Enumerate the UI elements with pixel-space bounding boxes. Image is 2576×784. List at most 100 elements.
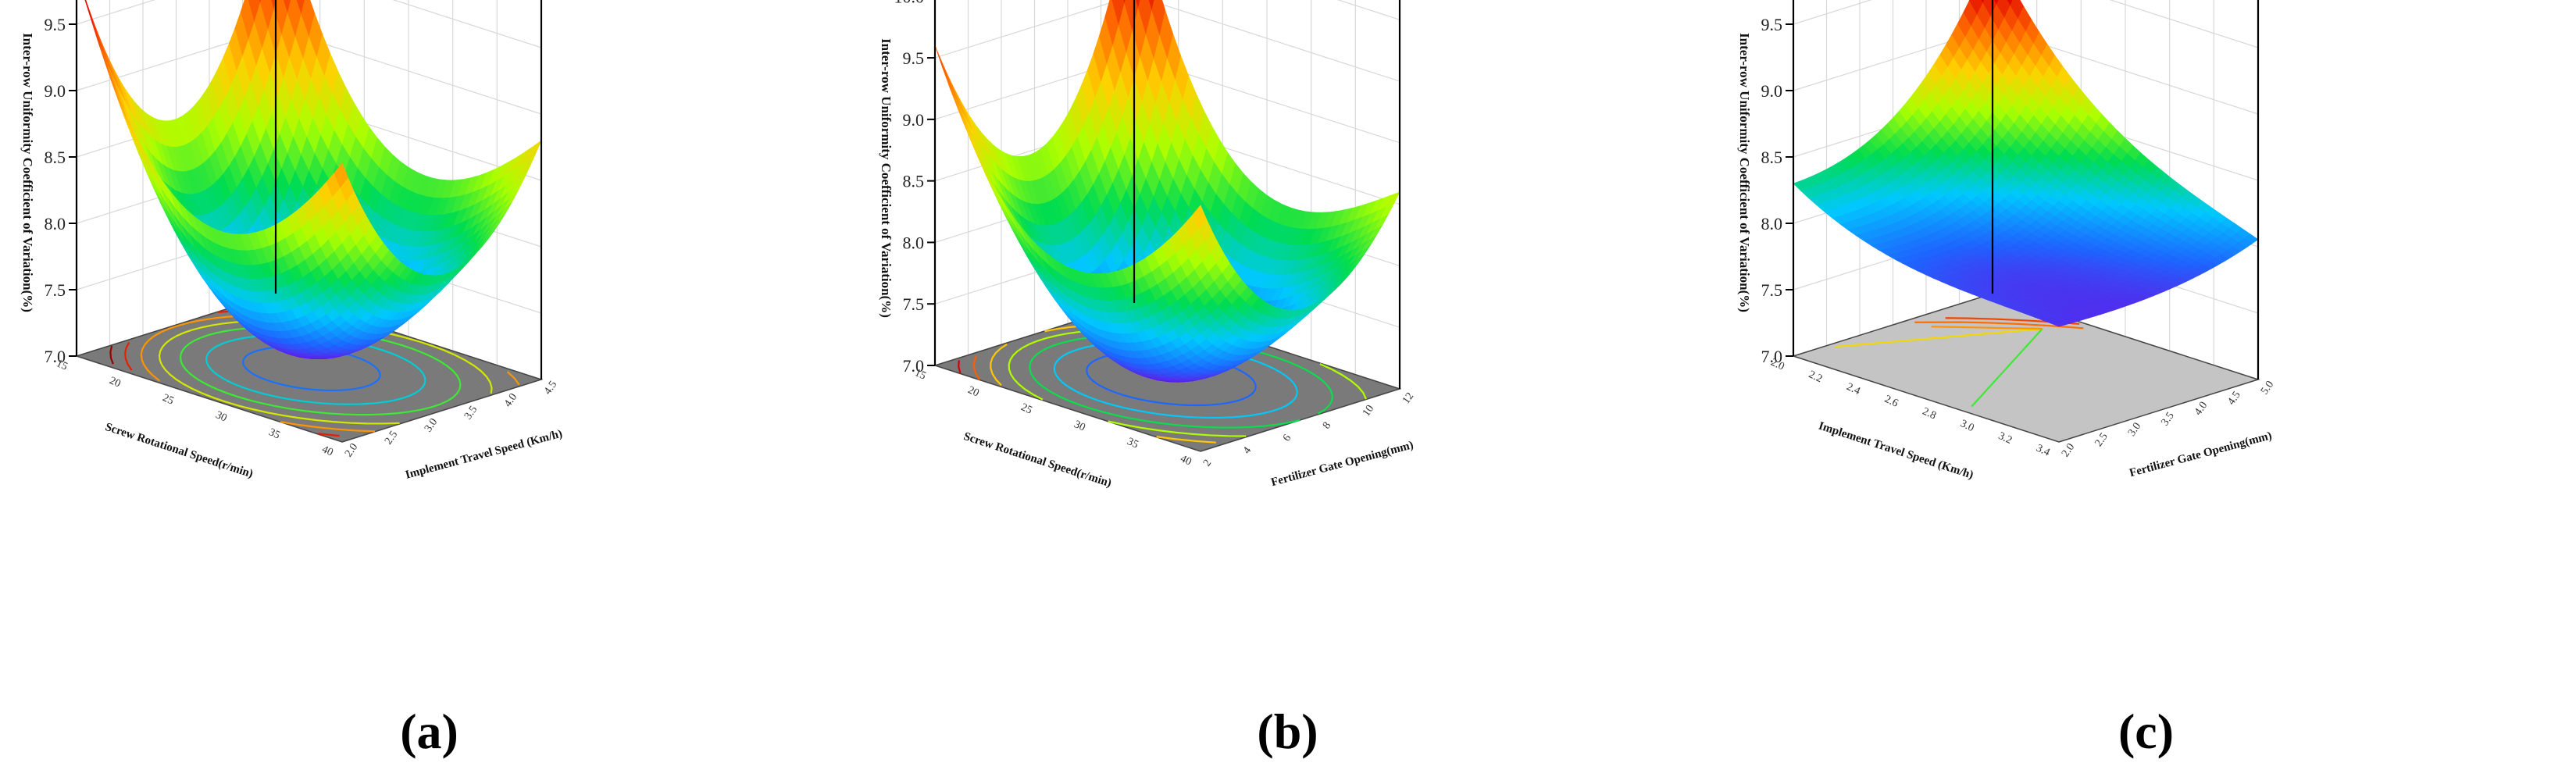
contour-line: [506, 371, 520, 386]
y-tick-label: 3.0: [2126, 421, 2143, 439]
y-tick-label: 6: [1281, 433, 1293, 444]
x-axis-label: Screw Rotational Speed(r/min): [962, 430, 1113, 490]
y-tick-label: 8: [1321, 420, 1333, 431]
contour-line: [1319, 363, 1367, 400]
z-axis-ticks: 7.07.58.08.59.09.510.0: [1761, 15, 1793, 366]
contour-line: [124, 341, 133, 371]
x-axis-ticks: 2.0 2.2 2.4 2.6 2.8 3.0 3.2 3.4: [1768, 357, 2051, 459]
x-tick-label: 3.4: [2034, 443, 2051, 459]
contour-line: [280, 421, 376, 433]
x-tick-label: 35: [1126, 436, 1140, 451]
panel-a: 7.07.58.08.59.09.510.0Inter-row Uniformi…: [0, 0, 858, 784]
surface-plot-a: 7.07.58.08.59.09.510.0Inter-row Uniformi…: [20, 0, 564, 482]
x-axis-label: Implement Travel Speed (Km/h): [1817, 420, 1975, 482]
x-axis-ticks: 15 20 25 30 35 40: [913, 367, 1193, 469]
z-tick-label: 8.5: [1761, 148, 1783, 167]
z-axis-label: Inter-row Uniformity Coefficient of Vari…: [1737, 33, 1752, 312]
x-tick-label: 25: [161, 392, 176, 408]
x-tick-label: 30: [214, 409, 229, 425]
x-tick-label: 2.4: [1845, 381, 1862, 397]
surface-plot-c: 7.07.58.08.59.09.510.0Inter-row Uniformi…: [1737, 0, 2276, 482]
axis-frame: [933, 0, 1401, 389]
y-tick-label: 3.5: [2159, 410, 2176, 428]
contour-line: [1835, 327, 2043, 348]
y-tick-label: 4.5: [2225, 390, 2242, 408]
y-tick-label: 2.0: [2060, 441, 2077, 459]
x-tick-label: 2.2: [1807, 369, 1824, 385]
y-tick-label: 3.5: [462, 404, 480, 422]
z-tick-label: 9.5: [903, 48, 925, 68]
y-tick-label: 10: [1361, 403, 1376, 419]
surface-mesh: [84, 0, 542, 360]
x-tick-label: 3.2: [1996, 430, 2014, 447]
x-tick-label: 40: [320, 444, 335, 459]
y-tick-label: 4: [1241, 445, 1254, 456]
z-tick-label: 9.5: [45, 15, 66, 34]
contour-line: [1971, 328, 2043, 408]
z-tick-label: 7.5: [1761, 280, 1783, 300]
y-tick-label: 4.0: [502, 391, 519, 409]
x-tick-label: 15: [913, 367, 928, 383]
contour-line: [990, 343, 1008, 387]
z-tick-label: 9.0: [1761, 81, 1783, 101]
z-tick-label: 7.0: [1761, 347, 1783, 366]
y-tick-label: 2.5: [383, 429, 400, 447]
y-tick-label: 12: [1400, 390, 1416, 406]
z-axis-label: Inter-row Uniformity Coefficient of Vari…: [20, 33, 35, 312]
x-tick-label: 35: [267, 426, 282, 442]
y-tick-label: 2.5: [2093, 431, 2110, 449]
contour-line: [318, 433, 340, 437]
z-tick-label: 8.5: [903, 172, 925, 191]
x-tick-label: 2.0: [1768, 357, 1786, 373]
caption-a: (a): [400, 704, 458, 759]
x-tick-label: 30: [1072, 419, 1087, 434]
y-tick-label: 2.0: [343, 441, 360, 459]
surface-mesh: [1793, 0, 2259, 327]
z-tick-label: 7.0: [45, 347, 66, 366]
contour-line: [1252, 349, 1333, 415]
z-axis-label: Inter-row Uniformity Coefficient of Vari…: [879, 38, 894, 318]
z-tick-label: 7.5: [903, 294, 925, 314]
surface-plot-b: 7.0 7.5 8.0 8.5 9.0 9.5 10.0 Inter-row Uniformi…: [879, 0, 1416, 490]
y-axis-label: Implement Travel Speed (Km/h): [404, 428, 563, 482]
surface-mesh: [934, 0, 1400, 383]
x-tick-label: 15: [55, 358, 70, 373]
z-axis-ticks: 7.07.58.08.59.09.510.0: [45, 15, 77, 366]
x-tick-label: 3.0: [1958, 418, 1975, 434]
y-tick-label: 2: [1201, 458, 1214, 469]
x-tick-label: 2.8: [1921, 405, 1938, 422]
contour-line: [958, 360, 962, 374]
x-axis-ticks: 15 20 25 30 35 40: [55, 358, 335, 459]
x-tick-label: 20: [966, 384, 981, 400]
contour-line: [1108, 420, 1247, 437]
caption-b: (b): [1257, 704, 1318, 759]
z-tick-label: 8.0: [45, 214, 66, 233]
z-tick-label: 8.0: [1761, 214, 1783, 233]
panel-b: 7.0 7.5 8.0 8.5 9.0 9.5 10.0 Inter-row Uniformi…: [858, 0, 1717, 784]
y-tick-label: 4.5: [542, 379, 559, 397]
y-axis-label: Fertilizer Gate Opening(mm): [2128, 429, 2274, 479]
panel-c: 7.07.58.08.59.09.510.0Inter-row Uniformi…: [1717, 0, 2575, 784]
contour-line: [972, 355, 980, 380]
z-tick-label: 8.0: [903, 233, 925, 252]
y-tick-label: 5.0: [2259, 379, 2276, 397]
x-axis-label: Screw Rotational Speed(r/min): [104, 421, 255, 480]
z-axis-ticks: 7.07.58.08.59.09.510.0: [894, 0, 935, 376]
y-axis-label: Fertilizer Gate Opening(mm): [1270, 439, 1415, 489]
z-tick-label: 9.5: [1761, 15, 1783, 34]
x-tick-label: 25: [1019, 401, 1034, 417]
z-tick-label: 10.0: [894, 0, 925, 6]
contour-floor: [1791, 293, 2260, 443]
caption-c: (c): [2118, 704, 2175, 759]
y-tick-label: 3.0: [423, 416, 440, 434]
z-tick-label: 9.0: [45, 81, 66, 101]
contour-line: [405, 337, 493, 394]
contour-line: [1156, 436, 1216, 444]
z-tick-label: 7.5: [45, 280, 66, 300]
x-tick-label: 20: [108, 375, 123, 390]
contour-line: [1931, 326, 2043, 330]
z-tick-label: 7.0: [903, 356, 925, 376]
contour-line: [1914, 321, 2052, 327]
z-tick-label: 8.5: [45, 148, 66, 167]
